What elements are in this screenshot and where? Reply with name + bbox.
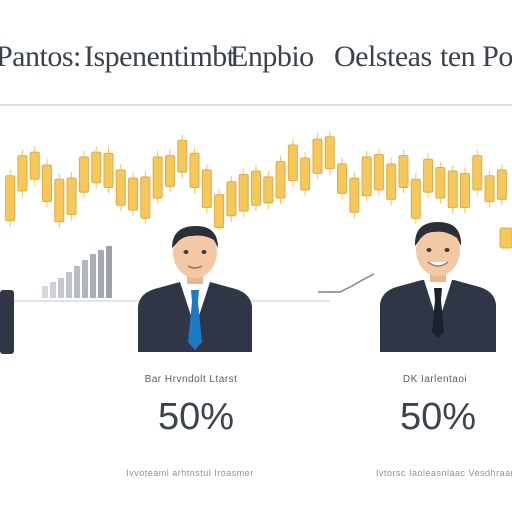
trend-line-icon <box>318 273 375 293</box>
candle-22 <box>263 176 274 204</box>
candle-20 <box>238 174 249 212</box>
title-part-1: Pantos: <box>0 40 81 73</box>
candle-41 <box>496 169 507 200</box>
title-part-3: Enpbio <box>230 40 314 73</box>
candle-38 <box>459 172 470 209</box>
candle-34 <box>410 178 421 219</box>
candle-40 <box>484 175 495 203</box>
person-edge-left-icon <box>0 290 14 354</box>
candle-15 <box>177 139 188 173</box>
candle-21 <box>251 170 261 206</box>
candle-5 <box>54 178 65 223</box>
mini-bar-chart-icon <box>42 246 112 298</box>
title-part-2: Ispenentimbt <box>84 40 235 73</box>
candle-17 <box>201 169 212 209</box>
candle-4 <box>42 164 53 203</box>
candle-19 <box>226 181 237 217</box>
candle-36 <box>435 166 446 199</box>
candle-29 <box>349 177 360 213</box>
candle-35 <box>423 158 434 193</box>
chart-title: Pantos: Ispenentimbt Enpbio Oelsteas ten… <box>0 40 512 84</box>
candle-32 <box>386 163 397 200</box>
right-percentage: 50% <box>399 396 477 438</box>
businessman-blue-tie-icon <box>138 226 252 352</box>
left-footnote: Ivvoteaml arhtnstul Iroasmer <box>126 468 254 478</box>
candle-7 <box>78 156 89 193</box>
candle-6 <box>66 177 77 216</box>
candle-31 <box>373 153 384 191</box>
candle-28 <box>337 163 348 194</box>
candle-9 <box>103 152 114 189</box>
candle-23 <box>275 161 286 199</box>
candle-27 <box>324 136 335 170</box>
candle-8 <box>91 151 102 184</box>
candle-11 <box>128 177 139 211</box>
candle-37 <box>447 170 458 209</box>
right-caption: DK Iarlentaoi <box>402 374 468 385</box>
candle-18 <box>214 194 225 229</box>
left-percentage: 50% <box>157 396 235 438</box>
candle-33 <box>398 155 409 189</box>
candle-25 <box>300 157 311 191</box>
candlestick-chart <box>5 130 507 230</box>
candle-13 <box>152 156 163 199</box>
left-caption: Bar Hrvndolt Ltarst <box>144 374 238 385</box>
title-part-5: ten Po <box>440 40 512 73</box>
candle-30 <box>361 156 372 197</box>
title-divider <box>0 104 512 106</box>
candle-10 <box>115 169 126 206</box>
candle-12 <box>140 176 151 219</box>
person-edge-right-icon <box>499 227 512 249</box>
candle-39 <box>472 155 483 191</box>
right-footnote: Ivtorsc Iaoleasnlaac Vesdhraan <box>376 468 512 478</box>
candle-24 <box>287 144 298 181</box>
candle-16 <box>189 152 200 189</box>
candle-3 <box>29 151 40 180</box>
businessman-dark-tie-icon <box>380 222 496 352</box>
candle-14 <box>164 155 175 187</box>
candle-2 <box>17 155 28 192</box>
candle-26 <box>312 138 323 174</box>
candle-1 <box>5 175 16 222</box>
title-part-4: Oelsteas <box>334 40 432 73</box>
